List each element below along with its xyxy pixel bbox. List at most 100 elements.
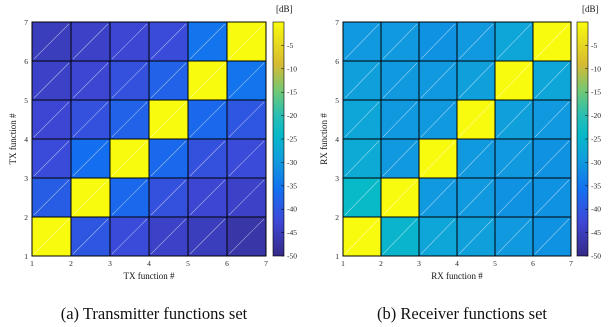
cell-diagonal-line <box>111 179 148 216</box>
cell-diagonal-line <box>228 218 265 255</box>
cell-diagonal-line <box>496 62 532 99</box>
cell-diagonal-line <box>150 179 187 216</box>
cell-diagonal-line <box>33 140 70 177</box>
x-tick-label: 1 <box>341 259 345 268</box>
cell-diagonal-line <box>72 101 109 138</box>
cell-diagonal-line <box>458 62 494 99</box>
colorbar-tick-label: -40 <box>287 205 297 214</box>
colorbar-tick-label: -50 <box>591 252 601 261</box>
cell-diagonal-line <box>150 62 187 99</box>
cell-diagonal-line <box>33 179 70 216</box>
x-tick-label: 7 <box>569 259 573 268</box>
colorbar-tick-label: -10 <box>591 64 601 73</box>
y-tick-label: 5 <box>24 96 28 105</box>
colorbar-tick-label: -40 <box>591 205 601 214</box>
cell-diagonal-line <box>228 179 265 216</box>
cell-diagonal-line <box>534 23 570 60</box>
cell-diagonal-line <box>420 23 456 60</box>
cell-diagonal-line <box>189 140 226 177</box>
cell-diagonal-line <box>228 23 265 60</box>
x-tick-label: 5 <box>186 259 190 268</box>
cell-diagonal-line <box>228 140 265 177</box>
subfigure-caption: (b) Receiver functions set <box>377 304 547 323</box>
cell-diagonal-line <box>420 218 456 255</box>
cell-diagonal-line <box>458 218 494 255</box>
colorbar-tick-label: -25 <box>591 135 601 144</box>
x-tick-label: 2 <box>69 259 73 268</box>
cell-diagonal-line <box>496 179 532 216</box>
cell-diagonal-line <box>72 62 109 99</box>
cell-diagonal-line <box>496 140 532 177</box>
colorbar-tick-label: -25 <box>287 135 297 144</box>
x-tick-label: 3 <box>108 259 112 268</box>
subfigure-caption: (a) Transmitter functions set <box>61 304 248 323</box>
cell-diagonal-line <box>496 23 532 60</box>
cell-diagonal-line <box>228 62 265 99</box>
x-tick-label: 6 <box>225 259 229 268</box>
cell-diagonal-line <box>534 62 570 99</box>
cell-diagonal-line <box>344 140 380 177</box>
cell-diagonal-line <box>344 101 380 138</box>
heatmap-panel-a: 1 2 3 4 5 6 7 1 2 3 4 5 6 7 TX function # TX function #… <box>8 4 297 323</box>
cell-diagonal-line <box>382 140 418 177</box>
cell-diagonal-line <box>496 101 532 138</box>
colorbar-tick-label: -45 <box>287 228 297 237</box>
y-tick-label: 2 <box>335 213 339 222</box>
cell-diagonal-line <box>72 218 109 255</box>
cell-diagonal-line <box>150 218 187 255</box>
cell-diagonal-line <box>496 218 532 255</box>
cell-diagonal-line <box>111 218 148 255</box>
y-tick-label: 1 <box>24 252 28 261</box>
cell-diagonal-line <box>382 101 418 138</box>
x-tick-label: 7 <box>264 259 268 268</box>
cell-diagonal-line <box>344 179 380 216</box>
cell-diagonal-line <box>189 101 226 138</box>
x-axis-label: TX function # <box>124 271 175 281</box>
cell-diagonal-line <box>111 62 148 99</box>
cell-diagonal-line <box>189 179 226 216</box>
colorbar-tick-label: -30 <box>591 158 601 167</box>
cell-diagonal-line <box>72 23 109 60</box>
x-tick-label: 2 <box>379 259 383 268</box>
cell-diagonal-line <box>382 23 418 60</box>
cell-diagonal-line <box>420 101 456 138</box>
cell-diagonal-line <box>382 179 418 216</box>
cell-diagonal-line <box>534 179 570 216</box>
colorbar-tick-label: -35 <box>287 181 297 190</box>
x-tick-label: 4 <box>455 259 459 268</box>
y-tick-label: 3 <box>335 174 339 183</box>
cell-diagonal-line <box>420 140 456 177</box>
heatmap-panel-b: 1 2 3 4 5 6 7 1 2 3 4 5 6 7 RX function # RX function #… <box>319 4 601 323</box>
x-tick-label: 5 <box>493 259 497 268</box>
cell-diagonal-line <box>344 62 380 99</box>
cell-diagonal-line <box>150 140 187 177</box>
y-axis-label: TX function # <box>8 113 18 164</box>
cell-diagonal-line <box>33 218 70 255</box>
colorbar-tick-label: -5 <box>591 41 597 50</box>
cell-diagonal-line <box>33 62 70 99</box>
cell-diagonal-line <box>189 23 226 60</box>
colorbar-tick-label: -20 <box>287 111 297 120</box>
cell-diagonal-line <box>458 140 494 177</box>
cell-diagonal-line <box>111 101 148 138</box>
x-axis-label: RX function # <box>431 271 483 281</box>
y-tick-label: 7 <box>24 18 28 27</box>
y-axis-label: RX function # <box>319 113 329 165</box>
x-tick-label: 1 <box>30 259 34 268</box>
cell-diagonal-line <box>189 218 226 255</box>
colorbar-tick-label: -15 <box>591 88 601 97</box>
x-tick-label: 3 <box>417 259 421 268</box>
colorbar-tick-label: -20 <box>591 111 601 120</box>
colorbar-tick-label: -35 <box>591 181 601 190</box>
cell-diagonal-line <box>72 140 109 177</box>
y-tick-label: 6 <box>24 57 28 66</box>
y-tick-label: 1 <box>335 252 339 261</box>
cell-diagonal-line <box>458 23 494 60</box>
colorbar-unit-label: [dB] <box>582 4 599 14</box>
x-tick-label: 4 <box>147 259 151 268</box>
colorbar-tick-label: -45 <box>591 228 601 237</box>
colorbar-tick-label: -50 <box>287 252 297 261</box>
y-tick-label: 4 <box>335 135 339 144</box>
x-tick-label: 6 <box>531 259 535 268</box>
